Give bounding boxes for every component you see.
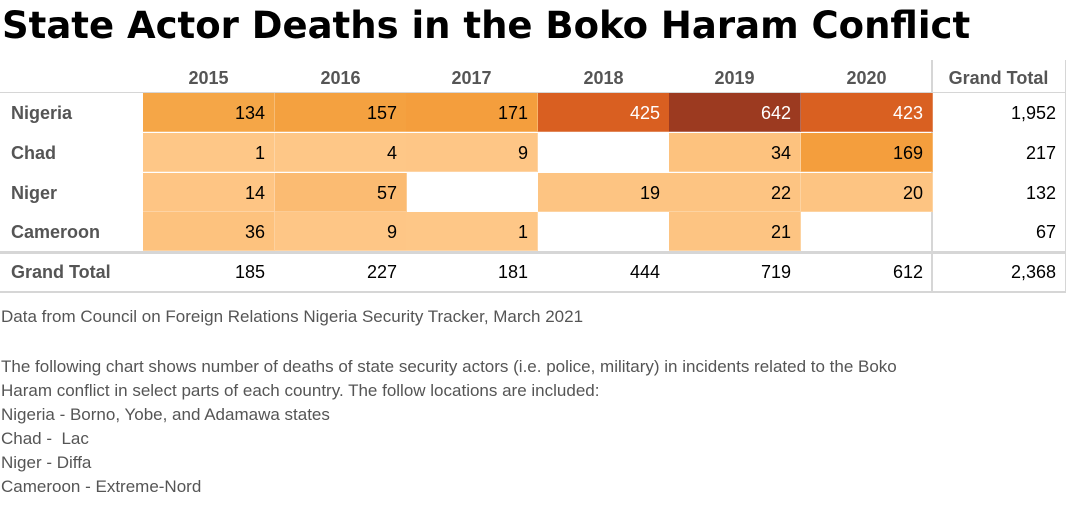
heatmap-cell: 21 xyxy=(669,212,801,251)
column-header: 2020 xyxy=(846,68,887,88)
heatmap-cell: 14 xyxy=(143,173,275,212)
description-line: Haram conflict in select parts of each c… xyxy=(1,381,600,400)
heatmap-table: 2015 2016 2017 2018 2019 2020 Grand Total Niger… xyxy=(0,55,1067,295)
row-total: 67 xyxy=(1035,222,1056,242)
right-border xyxy=(1065,60,1066,293)
column-header: 2018 xyxy=(583,68,624,88)
row-total: 132 xyxy=(1025,183,1056,203)
heatmap-cell: 169 xyxy=(801,133,933,172)
heatmap-cell: 22 xyxy=(669,173,801,212)
column-header: 2019 xyxy=(714,68,755,88)
header-divider xyxy=(0,92,1065,93)
source-note: Data from Council on Foreign Relations N… xyxy=(1,307,584,326)
column-header: 2017 xyxy=(451,68,492,88)
heatmap-cell: 9 xyxy=(406,133,538,172)
chart-title: State Actor Deaths in the Boko Haram Con… xyxy=(2,4,971,47)
column-total: 181 xyxy=(497,262,528,282)
heatmap-cell: 36 xyxy=(143,212,275,251)
heatmap-cell: 134 xyxy=(143,93,275,132)
description-line: The following chart shows number of deat… xyxy=(1,357,897,376)
description-line: Niger - Diffa xyxy=(1,453,92,472)
bottom-border xyxy=(0,291,1065,293)
column-total: 719 xyxy=(760,262,791,282)
description-line: Nigeria - Borno, Yobe, and Adamawa state… xyxy=(1,405,330,424)
column-total: 185 xyxy=(234,262,265,282)
heatmap-cell: 171 xyxy=(406,93,538,132)
description-line: Chad - Lac xyxy=(1,429,89,448)
heatmap-cell: 19 xyxy=(538,173,670,212)
heatmap-cell: 642 xyxy=(669,93,801,132)
row-label: Chad xyxy=(11,143,56,163)
heatmap-cell: 9 xyxy=(275,212,407,251)
heatmap-cell: 57 xyxy=(275,173,407,212)
column-header: 2015 xyxy=(188,68,229,88)
row-total: 1,952 xyxy=(1010,103,1056,123)
column-total: 227 xyxy=(366,262,397,282)
row-label: Nigeria xyxy=(11,103,73,123)
row-label-grand-total: Grand Total xyxy=(11,262,111,282)
grand-total-value: 2,368 xyxy=(1010,262,1056,282)
heatmap-cell: 423 xyxy=(801,93,933,132)
total-divider xyxy=(0,251,1065,254)
column-header: 2016 xyxy=(320,68,361,88)
heatmap-cell: 20 xyxy=(801,173,933,212)
description-line: Cameroon - Extreme-Nord xyxy=(1,477,202,496)
description: The following chart shows number of deat… xyxy=(1,355,1061,499)
heatmap-cell: 1 xyxy=(143,133,275,172)
column-header-grand-total: Grand Total xyxy=(948,68,1049,88)
heatmap-cell: 1 xyxy=(406,212,538,251)
heatmap-cell: 34 xyxy=(669,133,801,172)
row-label: Niger xyxy=(11,183,58,203)
row-label: Cameroon xyxy=(11,222,101,242)
row-total: 217 xyxy=(1025,143,1056,163)
column-total: 444 xyxy=(629,262,660,282)
heatmap-cell: 4 xyxy=(275,133,407,172)
heatmap-cell: 425 xyxy=(538,93,670,132)
heatmap-cell: 157 xyxy=(275,93,407,132)
column-total: 612 xyxy=(892,262,923,282)
